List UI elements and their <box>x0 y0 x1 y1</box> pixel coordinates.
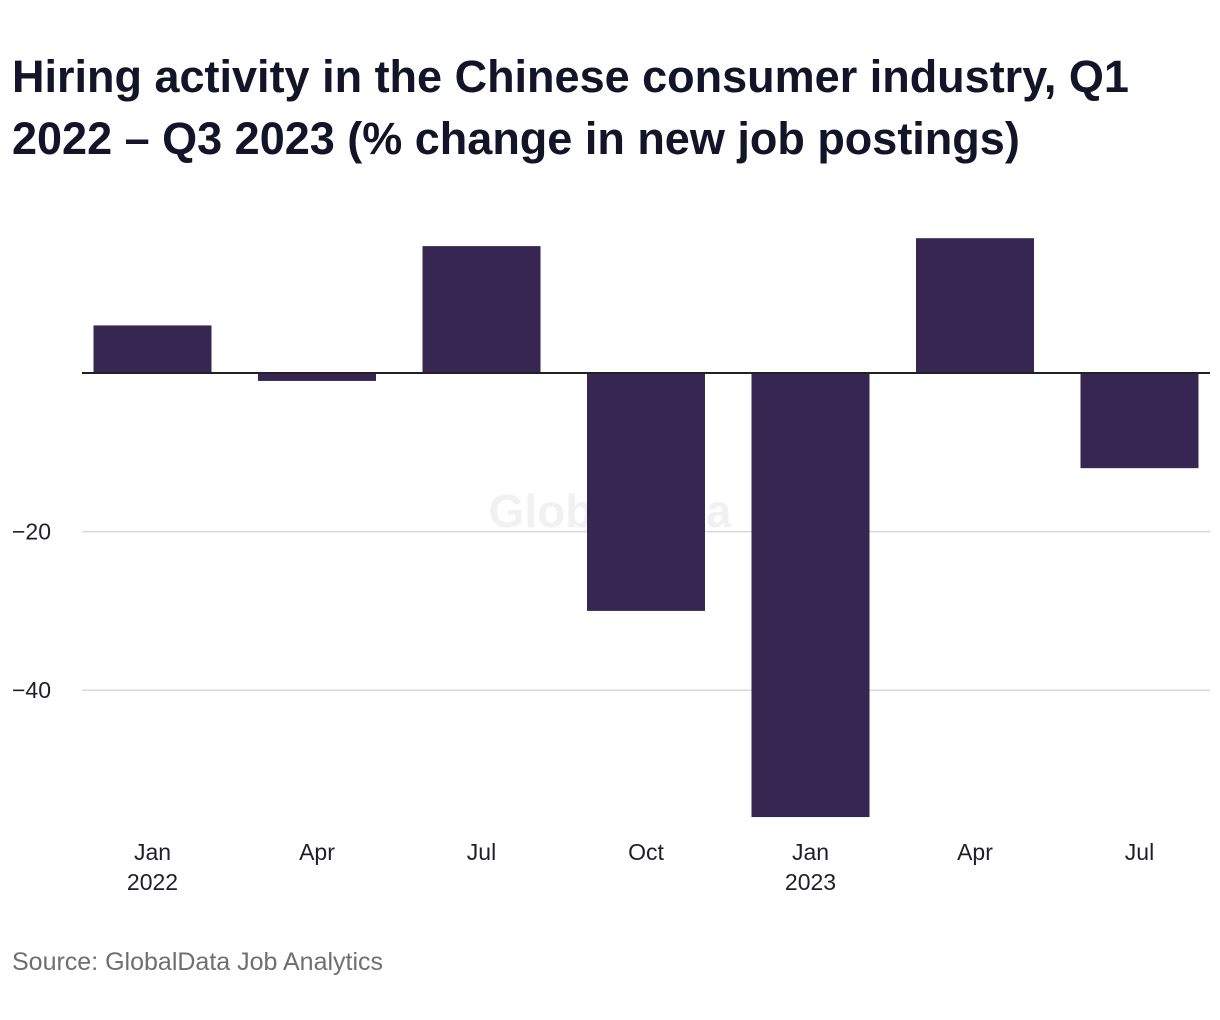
x-tick-label: Jan <box>792 839 829 865</box>
chart-title: Hiring activity in the Chinese consumer … <box>12 51 1129 164</box>
source-note: Source: GlobalData Job Analytics <box>12 948 384 976</box>
x-tick-label: Apr <box>957 839 993 865</box>
x-tick-label: Jan <box>134 839 171 865</box>
bar <box>916 238 1034 373</box>
x-tick-label: Jul <box>467 839 496 865</box>
y-tick-label: −20 <box>12 519 51 545</box>
x-tick-year-label: 2023 <box>785 869 836 895</box>
bar <box>751 373 870 818</box>
x-tick-label: Oct <box>628 839 664 865</box>
x-tick-year-label: 2022 <box>127 869 178 895</box>
x-tick-label: Jul <box>1125 839 1154 865</box>
bars <box>93 238 1199 818</box>
bar <box>93 325 212 373</box>
bar <box>1080 373 1199 469</box>
x-axis-ticks: Jan 2022 Apr Jul Oct Jan 2023 Apr Jul <box>127 839 1154 895</box>
bar-chart: −20−40 GlobalData Jan2022AprJulOctJan202… <box>12 238 1210 895</box>
bar <box>587 373 705 611</box>
bar <box>422 246 541 373</box>
x-tick-label: Apr <box>299 839 335 865</box>
bar <box>258 373 376 381</box>
y-tick-label: −40 <box>12 677 51 703</box>
y-axis-ticks: −20 −40 <box>12 519 51 704</box>
